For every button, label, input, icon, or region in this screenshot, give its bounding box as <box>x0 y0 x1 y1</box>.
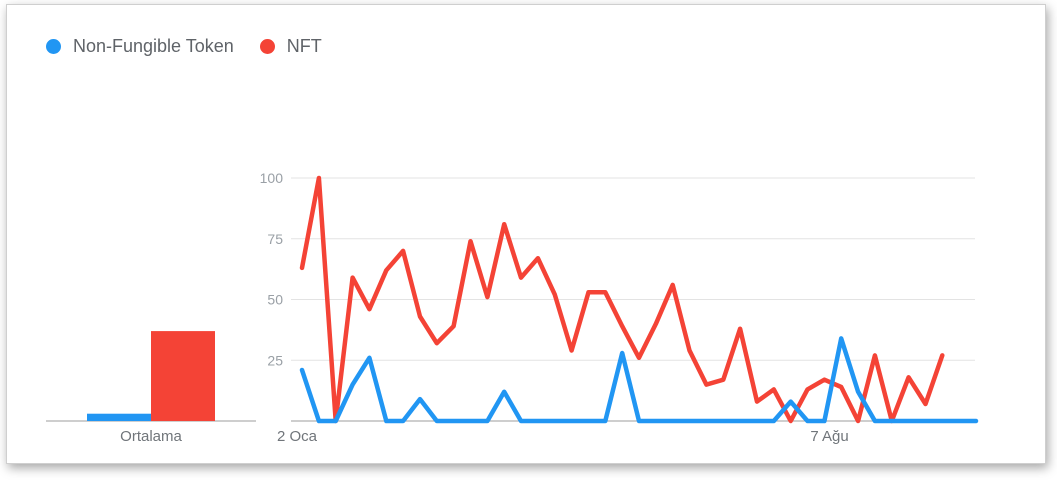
x-tick-label: 2 Oca <box>277 428 318 445</box>
legend-item-nft[interactable]: NFT <box>259 36 322 57</box>
average-bar-non-fungible-token <box>87 413 151 421</box>
y-tick-label: 100 <box>260 170 284 186</box>
legend-dot-nft <box>259 39 275 54</box>
y-tick-label: 75 <box>267 231 283 247</box>
series-line-nft <box>299 175 945 424</box>
y-tick-label: 25 <box>267 352 283 368</box>
average-label: Ortalama <box>120 428 182 445</box>
chart-legend: Non-Fungible Token NFT <box>46 36 348 57</box>
legend-label-non-fungible-token: Non-Fungible Token <box>73 36 234 56</box>
legend-item-non-fungible-token[interactable]: Non-Fungible Token <box>46 36 234 57</box>
series-line-non-fungible-token <box>299 336 979 424</box>
legend-label-nft: NFT <box>286 36 322 56</box>
average-bar-nft <box>151 331 215 421</box>
x-tick-label: 7 Ağu <box>810 428 848 445</box>
legend-dot-non-fungible-token <box>46 39 61 54</box>
y-tick-label: 50 <box>267 292 283 308</box>
